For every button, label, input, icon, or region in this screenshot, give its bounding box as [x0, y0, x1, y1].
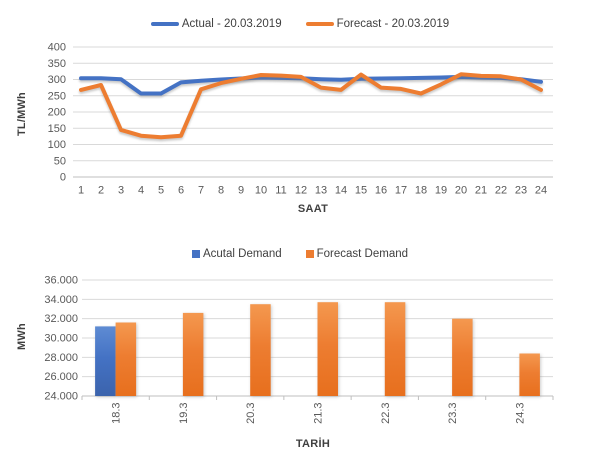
- price-chart-legend: Actual - 20.03.2019 Forecast - 20.03.201…: [0, 18, 600, 30]
- price-line-chart: Actual - 20.03.2019 Forecast - 20.03.201…: [0, 0, 600, 230]
- y-tick-label: 26.000: [44, 371, 78, 383]
- y-tick-label: 200: [48, 107, 66, 119]
- x-category-label: 22.3: [380, 403, 392, 424]
- y-tick-label: 250: [48, 90, 66, 102]
- x-tick-label: 8: [218, 185, 224, 197]
- x-tick-label: 18: [415, 185, 427, 197]
- y-tick-label: 150: [48, 123, 66, 135]
- x-tick-label: 11: [275, 185, 286, 197]
- price-y-axis-title: TL/MWh: [16, 92, 28, 137]
- x-tick-label: 15: [355, 185, 367, 197]
- y-tick-label: 36.000: [44, 275, 78, 287]
- x-category-label: 20.3: [245, 403, 257, 424]
- legend-item-forecast-demand[interactable]: Forecast Demand: [305, 248, 409, 260]
- actual-line-swatch: [150, 22, 179, 26]
- x-tick-label: 5: [158, 185, 164, 197]
- x-tick-label: 22: [495, 185, 507, 197]
- bar-forecast-19.3[interactable]: [182, 312, 204, 396]
- series-line-forecast[interactable]: [79, 72, 543, 140]
- x-category-label: 21.3: [313, 403, 325, 424]
- legend-item-forecast-price[interactable]: Forecast - 20.03.2019: [305, 18, 450, 30]
- bar-forecast-24.3[interactable]: [519, 353, 540, 397]
- y-tick-label: 32.000: [44, 313, 78, 325]
- legend-label-forecast-price: Forecast - 20.03.2019: [336, 18, 450, 30]
- y-tick-label: 400: [48, 42, 66, 54]
- bar-forecast-22.3[interactable]: [384, 302, 406, 396]
- x-category-label: 18.3: [111, 403, 123, 424]
- x-tick-label: 24: [535, 185, 547, 197]
- actual-demand-swatch: [191, 250, 200, 258]
- y-tick-label: 300: [48, 74, 66, 86]
- x-category-label: 24.3: [514, 403, 526, 424]
- demand-bar-chart: Acutal Demand Forecast Demand 24.000 26.0…: [0, 230, 600, 460]
- x-category-label: 23.3: [447, 403, 459, 424]
- bar-forecast-23.3[interactable]: [452, 318, 473, 396]
- y-tick-label: 100: [48, 139, 66, 151]
- bar-actual-18.3[interactable]: [95, 326, 116, 396]
- x-tick-label: 23: [515, 185, 527, 197]
- x-tick-label: 4: [138, 185, 144, 197]
- demand-chart-legend: Acutal Demand Forecast Demand: [0, 248, 600, 260]
- y-tick-label: 50: [54, 155, 66, 167]
- x-tick-label: 16: [375, 185, 387, 197]
- y-tick-label: 34.000: [44, 294, 78, 306]
- forecast-line-swatch: [305, 22, 334, 26]
- legend-item-actual-price[interactable]: Actual - 20.03.2019: [150, 18, 282, 30]
- legend-item-actual-demand[interactable]: Acutal Demand: [191, 248, 282, 260]
- demand-plot-area[interactable]: 24.000 26.000 28.000 30.000 32.000 34.000 36.0…: [0, 230, 600, 460]
- x-tick-label: 13: [315, 185, 327, 197]
- bar-forecast-20.3[interactable]: [250, 304, 271, 396]
- x-tick-label: 3: [118, 185, 124, 197]
- bar-forecast-18.3[interactable]: [115, 322, 137, 397]
- x-tick-label: 6: [178, 185, 184, 197]
- x-tick-label: 20: [455, 185, 467, 197]
- x-tick-label: 9: [238, 185, 244, 197]
- x-tick-label: 2: [98, 185, 104, 197]
- y-tick-label: 28.000: [44, 352, 78, 364]
- x-tick-label: 1: [78, 185, 84, 197]
- x-tick-label: 10: [255, 185, 267, 197]
- legend-label-actual-price: Actual - 20.03.2019: [181, 18, 282, 30]
- price-x-axis-title: SAAT: [297, 203, 329, 215]
- legend-label-forecast-demand: Forecast Demand: [316, 248, 409, 260]
- x-tick-label: 19: [435, 185, 447, 197]
- x-tick-label: 17: [395, 185, 407, 197]
- series-line-actual[interactable]: [79, 74, 543, 96]
- x-tick-label: 7: [198, 185, 204, 197]
- forecast-demand-swatch: [305, 250, 314, 258]
- y-tick-label: 30.000: [44, 333, 78, 345]
- demand-y-axis-title: MWh: [16, 323, 28, 351]
- x-tick-label: 14: [335, 185, 347, 197]
- y-tick-label: 24.000: [44, 391, 78, 403]
- demand-x-axis-title: TARİH: [295, 438, 331, 450]
- y-tick-label: 0: [60, 172, 66, 184]
- x-tick-label: 21: [475, 185, 487, 197]
- y-tick-label: 350: [48, 58, 66, 70]
- x-tick-label: 12: [295, 185, 307, 197]
- bar-forecast-21.3[interactable]: [317, 302, 339, 396]
- x-category-label: 19.3: [178, 403, 190, 424]
- legend-label-actual-demand: Acutal Demand: [202, 248, 282, 260]
